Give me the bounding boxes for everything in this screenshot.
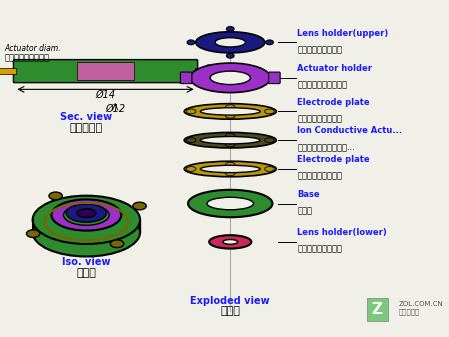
Text: アクチュエータホルダ: アクチュエータホルダ	[297, 81, 348, 90]
Ellipse shape	[110, 240, 124, 248]
Text: 斜視図: 斜視図	[76, 268, 96, 278]
Ellipse shape	[225, 171, 235, 176]
FancyBboxPatch shape	[13, 60, 198, 83]
Ellipse shape	[200, 165, 260, 173]
Text: Sec. view: Sec. view	[60, 112, 112, 122]
Ellipse shape	[196, 32, 265, 53]
Ellipse shape	[223, 240, 238, 244]
Ellipse shape	[264, 109, 274, 114]
Text: Electrode plate: Electrode plate	[297, 98, 370, 106]
Ellipse shape	[264, 166, 274, 172]
Ellipse shape	[200, 136, 260, 144]
Text: t1.5: t1.5	[213, 63, 222, 79]
Ellipse shape	[225, 162, 235, 167]
Text: 電圧印加用電極（下: 電圧印加用電極（下	[297, 172, 343, 181]
Text: Ion Conductive Actu...: Ion Conductive Actu...	[297, 126, 403, 135]
FancyBboxPatch shape	[195, 68, 214, 74]
Text: ベース: ベース	[297, 206, 313, 215]
Text: Lens holder(lower): Lens holder(lower)	[297, 228, 387, 237]
Text: Actuator holder: Actuator holder	[297, 64, 372, 73]
Ellipse shape	[184, 104, 276, 119]
Ellipse shape	[215, 38, 246, 47]
Ellipse shape	[33, 196, 140, 244]
Ellipse shape	[187, 40, 195, 45]
FancyBboxPatch shape	[269, 72, 280, 84]
Ellipse shape	[26, 230, 40, 238]
Ellipse shape	[226, 53, 234, 58]
Ellipse shape	[226, 27, 234, 31]
Ellipse shape	[200, 108, 260, 115]
Ellipse shape	[210, 71, 251, 85]
Text: 分解図: 分解図	[220, 306, 240, 316]
Ellipse shape	[188, 190, 273, 217]
Ellipse shape	[33, 208, 140, 256]
Text: Actuator diam.: Actuator diam.	[5, 44, 62, 53]
Text: レンズホルダ（上）: レンズホルダ（上）	[297, 45, 343, 54]
Ellipse shape	[225, 105, 235, 110]
Text: Ø14: Ø14	[96, 90, 115, 100]
Ellipse shape	[186, 109, 196, 114]
FancyBboxPatch shape	[366, 298, 387, 320]
Text: Z: Z	[372, 302, 383, 316]
Text: Lens holder(upper): Lens holder(upper)	[297, 29, 389, 37]
Text: Electrode plate: Electrode plate	[297, 155, 370, 164]
Text: イオン伝導アクチュエ...: イオン伝導アクチュエ...	[297, 143, 355, 152]
Text: レンズホルダ（下）: レンズホルダ（下）	[297, 245, 343, 254]
Text: 中关村在线: 中关村在线	[399, 309, 420, 315]
Ellipse shape	[190, 63, 271, 93]
Ellipse shape	[66, 204, 106, 222]
Text: 電圧印加用電極（上: 電圧印加用電極（上	[297, 114, 343, 123]
Ellipse shape	[225, 113, 235, 118]
FancyBboxPatch shape	[180, 72, 192, 84]
Ellipse shape	[49, 192, 62, 200]
Text: 部分断面図: 部分断面図	[70, 123, 103, 133]
Text: Ø12: Ø12	[105, 103, 125, 114]
Ellipse shape	[225, 142, 235, 147]
Ellipse shape	[186, 166, 196, 172]
Ellipse shape	[63, 205, 109, 225]
Ellipse shape	[207, 197, 254, 210]
Ellipse shape	[186, 138, 196, 143]
FancyBboxPatch shape	[0, 68, 16, 74]
Text: Iso. view: Iso. view	[62, 257, 110, 267]
Ellipse shape	[133, 202, 146, 210]
Ellipse shape	[184, 132, 276, 148]
Ellipse shape	[209, 235, 251, 249]
Ellipse shape	[266, 40, 273, 45]
Ellipse shape	[225, 133, 235, 138]
Ellipse shape	[77, 209, 96, 217]
Ellipse shape	[264, 138, 274, 143]
Text: Base: Base	[297, 190, 320, 199]
FancyBboxPatch shape	[77, 62, 134, 80]
Text: ZOL.COM.CN: ZOL.COM.CN	[399, 301, 444, 307]
Ellipse shape	[184, 161, 276, 177]
Text: Exploded view: Exploded view	[190, 296, 270, 306]
Ellipse shape	[52, 200, 121, 231]
Text: アクチュエータ外径: アクチュエータ外径	[5, 54, 50, 62]
